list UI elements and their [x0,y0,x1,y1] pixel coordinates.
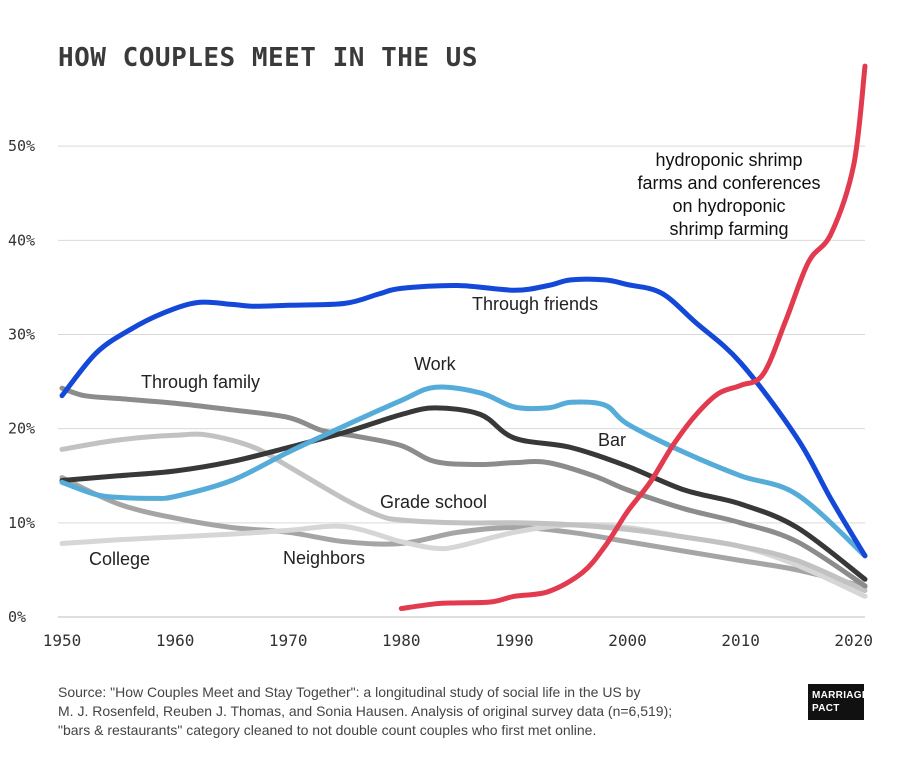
series-line-neighbors [59,475,868,590]
y-tick-label: 10% [8,514,35,532]
gridlines [58,145,865,618]
series-line-hydroponic-shrimp-farms-and-co [398,63,868,611]
y-tick-label: 40% [8,231,35,249]
annotation-line-2: farms and conferences [637,173,820,193]
line-chart: HOW COUPLES MEET IN THE US 0% 10% 20% 30% 40… [8,43,873,650]
chart-title: HOW COUPLES MEET IN THE US [58,43,478,73]
marriage-pact-logo: MARRIAGE PACT [808,684,869,720]
label-work: Work [414,354,457,374]
label-bar: Bar [598,430,626,450]
source-line: Source: "How Couples Meet and Stay Toget… [58,684,641,700]
series-line-grade-school [59,431,868,594]
y-tick-label: 30% [8,326,35,344]
label-through-family: Through family [141,372,260,392]
x-tick-label: 2010 [721,631,760,650]
x-tick-label: 1950 [43,631,82,650]
y-tick-label: 0% [8,608,26,626]
series-line-bar [59,405,868,582]
y-tick-label: 50% [8,137,35,155]
label-through-friends: Through friends [472,294,598,314]
series-line-work [59,384,868,559]
x-tick-label: 1990 [495,631,534,650]
series-line-through-family [59,385,868,589]
x-tick-label: 2020 [834,631,873,650]
annotation-line-1: hydroponic shrimp [655,150,802,170]
y-tick-label: 20% [8,420,35,438]
shrimp-annotation: hydroponic shrimp farms and conferences … [637,150,820,239]
annotation-line-3: on hydroponic [672,196,785,216]
annotation-line-4: shrimp farming [669,219,788,239]
source-line: M. J. Rosenfeld, Reuben J. Thomas, and S… [58,703,673,719]
series-lines [59,63,868,611]
source-line: "bars & restaurants" category cleaned to… [58,722,597,738]
x-tick-label: 2000 [608,631,647,650]
label-college: College [89,549,150,569]
y-axis-ticks: 0% 10% 20% 30% 40% 50% [8,137,35,626]
x-tick-label: 1960 [156,631,195,650]
series-line-through-friends [59,276,868,559]
label-neighbors: Neighbors [283,548,365,568]
x-axis-ticks: 1950 1960 1970 1980 1990 2000 2010 2020 [43,631,873,650]
x-tick-label: 1980 [382,631,421,650]
source-note: Source: "How Couples Meet and Stay Toget… [58,683,758,740]
x-tick-label: 1970 [269,631,308,650]
label-grade-school: Grade school [380,492,487,512]
